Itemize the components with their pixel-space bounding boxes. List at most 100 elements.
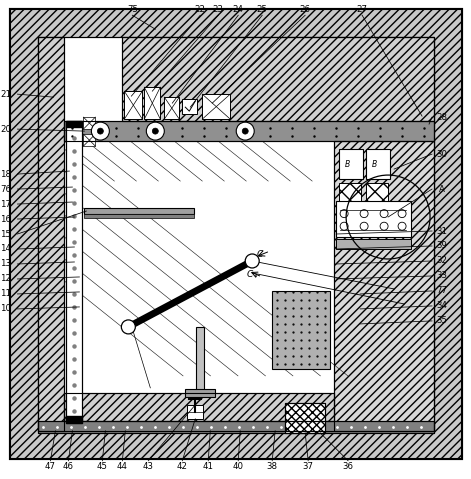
Circle shape [245, 254, 259, 268]
Text: 23: 23 [213, 5, 224, 14]
Bar [124, 91, 142, 119]
Circle shape [242, 128, 248, 134]
Bar [285, 403, 325, 433]
Text: 25: 25 [257, 5, 268, 14]
Bar [164, 97, 179, 119]
Circle shape [380, 222, 388, 230]
Bar [144, 87, 160, 119]
Text: 10: 10 [0, 305, 11, 313]
Text: 28: 28 [437, 113, 447, 122]
Text: 24: 24 [233, 5, 244, 14]
Bar [84, 214, 194, 218]
Circle shape [340, 210, 348, 217]
Circle shape [152, 128, 158, 134]
Circle shape [398, 210, 406, 217]
Bar [65, 121, 434, 141]
Text: 12: 12 [0, 274, 11, 284]
Bar [83, 134, 95, 146]
Circle shape [360, 222, 368, 230]
Bar [39, 37, 65, 431]
Text: 35: 35 [437, 317, 447, 325]
Text: 42: 42 [177, 462, 188, 471]
Circle shape [380, 210, 388, 217]
Bar [187, 405, 203, 419]
Text: 34: 34 [437, 301, 447, 310]
Text: C$_\bullet$: C$_\bullet$ [246, 269, 259, 279]
Text: 11: 11 [0, 289, 11, 298]
Bar [366, 149, 390, 179]
Text: 22: 22 [195, 5, 206, 14]
Bar [66, 416, 82, 423]
Text: 16: 16 [0, 215, 11, 224]
Text: 32: 32 [437, 256, 447, 265]
Text: 30: 30 [437, 149, 447, 159]
Bar [272, 291, 330, 369]
Bar [285, 403, 325, 433]
Text: 17: 17 [0, 200, 11, 208]
Text: 47: 47 [45, 462, 56, 471]
Circle shape [97, 128, 103, 134]
Bar [336, 239, 411, 249]
Circle shape [236, 122, 254, 140]
Circle shape [122, 320, 135, 334]
Text: A: A [439, 184, 445, 194]
Bar [10, 9, 39, 459]
Text: B: B [344, 160, 350, 169]
Text: 20: 20 [0, 125, 11, 134]
Bar [366, 183, 388, 201]
Bar [196, 327, 204, 393]
Text: 14: 14 [0, 244, 11, 253]
Text: B: B [372, 160, 377, 169]
Text: 41: 41 [203, 462, 214, 471]
Text: 46: 46 [63, 462, 74, 471]
Bar [39, 421, 434, 433]
Bar [65, 393, 334, 421]
Text: 18: 18 [0, 170, 11, 179]
Text: 33: 33 [437, 272, 447, 281]
Circle shape [340, 222, 348, 230]
Text: 76: 76 [0, 184, 11, 194]
Bar [10, 431, 462, 459]
Bar [39, 421, 434, 433]
Bar [185, 389, 215, 397]
Bar [182, 99, 197, 114]
Bar [334, 141, 434, 431]
Text: 13: 13 [0, 260, 11, 268]
Bar [10, 9, 462, 37]
Text: 38: 38 [267, 462, 278, 471]
Text: 27: 27 [357, 5, 367, 14]
Text: 36: 36 [342, 462, 354, 471]
Bar [434, 9, 462, 459]
Text: 40: 40 [233, 462, 244, 471]
Circle shape [146, 122, 164, 140]
Text: 26: 26 [300, 5, 311, 14]
Bar [65, 393, 334, 421]
Text: 31: 31 [437, 227, 447, 236]
Text: 45: 45 [97, 462, 108, 471]
Bar [65, 121, 434, 141]
Bar [122, 37, 434, 121]
Text: 37: 37 [303, 462, 314, 471]
Bar [202, 94, 230, 119]
Bar [334, 141, 434, 431]
Text: 43: 43 [143, 462, 154, 471]
Circle shape [398, 222, 406, 230]
Text: 39: 39 [437, 241, 447, 251]
Bar [83, 117, 95, 129]
Bar [39, 37, 65, 431]
Bar [285, 403, 325, 433]
Circle shape [91, 122, 109, 140]
Bar [66, 121, 82, 127]
Text: C: C [257, 251, 263, 260]
Bar [66, 121, 82, 423]
Bar [339, 183, 361, 201]
Bar [66, 121, 82, 423]
Bar [39, 37, 434, 431]
Bar [84, 208, 194, 214]
Text: 21: 21 [0, 90, 11, 99]
Circle shape [360, 210, 368, 217]
Bar [122, 37, 434, 121]
Bar [336, 201, 411, 237]
Text: 44: 44 [117, 462, 128, 471]
Text: 75: 75 [127, 5, 138, 14]
